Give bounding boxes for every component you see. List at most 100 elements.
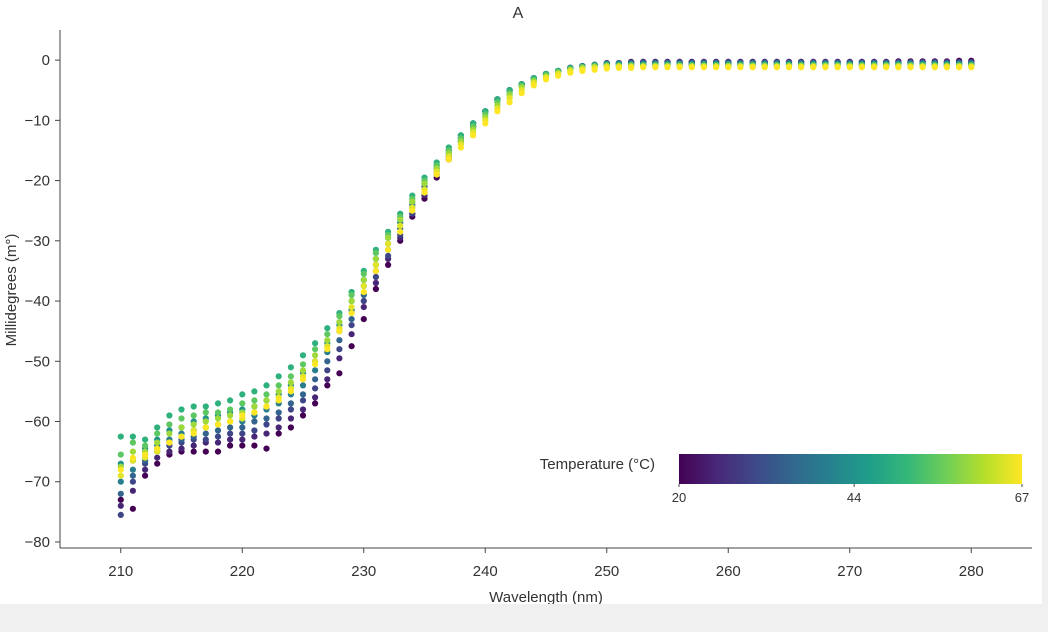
- data-point: [385, 240, 392, 247]
- data-point: [943, 64, 951, 71]
- data-point: [591, 66, 598, 73]
- x-tick-label: 260: [716, 563, 741, 580]
- data-point: [287, 415, 294, 422]
- data-point: [214, 433, 222, 440]
- data-point: [214, 448, 222, 455]
- data-point: [360, 276, 367, 284]
- data-point: [251, 442, 258, 449]
- data-point: [178, 406, 185, 413]
- data-point: [275, 373, 282, 380]
- data-point: [275, 388, 282, 395]
- scatter-chart: A 210 220 230 240 250 260 270 280 0 −10 −20 −30 −40 −…: [3, 5, 1032, 606]
- data-point: [397, 216, 404, 223]
- data-point: [142, 436, 149, 443]
- data-point: [129, 478, 136, 485]
- y-tick-label: 0: [42, 52, 50, 69]
- data-point: [227, 424, 234, 431]
- axes: 210 220 230 240 250 260 270 280 0 −10 −20 −30 −40 −50…: [25, 30, 1032, 580]
- data-point: [239, 424, 246, 431]
- data-point: [239, 442, 246, 449]
- data-point: [555, 72, 562, 79]
- data-point: [202, 436, 209, 443]
- data-point: [348, 343, 355, 350]
- data-point: [737, 64, 744, 71]
- data-point: [324, 367, 331, 374]
- y-tick-label: −20: [25, 173, 50, 190]
- data-point: [798, 64, 805, 71]
- data-point: [202, 430, 209, 437]
- data-point: [190, 430, 197, 437]
- data-point: [421, 180, 428, 187]
- data-point: [299, 352, 307, 359]
- x-tick-label: 230: [351, 563, 376, 580]
- data-point: [214, 427, 222, 434]
- data-point: [202, 409, 209, 416]
- data-point: [324, 337, 331, 344]
- data-point: [142, 472, 149, 479]
- data-point: [275, 415, 282, 422]
- data-point: [227, 430, 234, 437]
- data-point: [518, 90, 525, 97]
- data-point: [263, 445, 270, 452]
- data-point: [360, 297, 367, 305]
- data-point: [299, 382, 307, 389]
- data-point: [348, 304, 355, 311]
- data-point: [166, 430, 173, 437]
- data-point: [409, 207, 416, 214]
- data-point: [117, 490, 124, 497]
- data-point: [336, 346, 343, 353]
- data-point: [117, 502, 124, 509]
- data-point: [312, 400, 319, 407]
- data-point: [761, 64, 768, 71]
- data-point: [324, 376, 331, 383]
- data-point: [907, 64, 914, 71]
- data-point: [834, 64, 841, 71]
- data-point: [688, 64, 695, 71]
- data-point: [385, 252, 392, 259]
- data-point: [542, 76, 550, 83]
- data-point: [117, 433, 124, 440]
- data-point: [312, 346, 319, 353]
- data-point: [360, 282, 367, 290]
- y-tick-label: −70: [25, 474, 50, 491]
- x-tick-label: 270: [837, 563, 862, 580]
- data-point: [129, 433, 136, 440]
- colorbar-tick-label: 44: [847, 490, 861, 505]
- colorbar-tick-label: 67: [1015, 490, 1029, 505]
- data-point: [385, 234, 392, 241]
- data-points: [117, 57, 975, 518]
- x-tick-label: 240: [473, 563, 498, 580]
- data-point: [312, 352, 319, 359]
- data-point: [239, 412, 246, 419]
- colorbar-tick-label: 20: [672, 490, 686, 505]
- data-point: [251, 409, 258, 416]
- data-point: [664, 64, 671, 71]
- data-point: [506, 99, 513, 106]
- data-point: [312, 394, 319, 401]
- data-point: [810, 64, 817, 71]
- data-point: [773, 64, 781, 71]
- data-point: [445, 156, 452, 163]
- data-point: [142, 466, 149, 473]
- data-point: [227, 436, 234, 443]
- y-tick-label: −80: [25, 534, 50, 551]
- data-point: [251, 397, 258, 404]
- data-point: [397, 228, 404, 235]
- data-point: [931, 64, 938, 71]
- data-point: [154, 439, 161, 446]
- data-point: [178, 433, 185, 440]
- data-point: [397, 222, 404, 229]
- data-point: [263, 391, 270, 398]
- data-point: [348, 322, 355, 329]
- data-point: [299, 397, 307, 404]
- data-point: [336, 370, 343, 377]
- data-point: [263, 415, 270, 422]
- data-point: [372, 267, 379, 274]
- data-point: [324, 325, 331, 332]
- data-point: [129, 454, 136, 461]
- data-point: [360, 316, 367, 323]
- data-point: [263, 403, 270, 410]
- data-point: [251, 427, 258, 434]
- data-point: [239, 430, 246, 437]
- data-point: [700, 64, 708, 71]
